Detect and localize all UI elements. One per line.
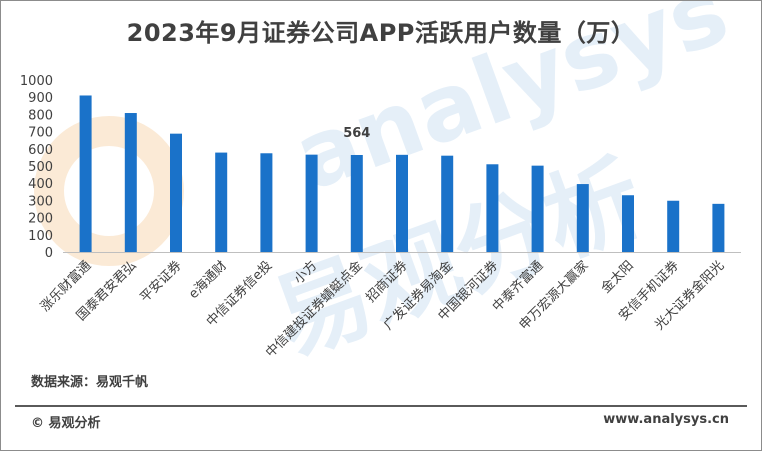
bar <box>170 133 182 252</box>
footer-url: www.analysys.cn <box>603 412 729 427</box>
y-tick-label: 800 <box>28 108 53 123</box>
bar <box>124 113 137 252</box>
bar <box>350 154 363 252</box>
bar <box>712 203 725 252</box>
footer-divider <box>15 405 747 407</box>
y-tick-label: 500 <box>28 160 53 175</box>
bar <box>305 154 318 252</box>
y-tick-label: 900 <box>28 91 53 106</box>
y-tick-label: 700 <box>28 126 53 141</box>
bar <box>576 184 589 252</box>
sun-shape <box>34 116 184 266</box>
bar <box>622 195 634 252</box>
bar <box>215 152 228 252</box>
y-tick-label: 0 <box>45 246 53 261</box>
bar <box>486 164 499 252</box>
bar <box>260 153 273 252</box>
x-tick-label: 金太阳 <box>598 258 637 297</box>
y-tick-label: 200 <box>28 212 53 227</box>
y-tick-label: 400 <box>28 177 53 192</box>
x-tick-label: e海通财 <box>186 258 230 302</box>
bar <box>531 165 544 252</box>
data-source: 数据来源：易观千帆 <box>31 375 149 390</box>
bar <box>441 155 454 252</box>
x-tick-label: 小方 <box>291 258 321 288</box>
chart-title: 2023年9月证券公司APP活跃用户数量（万） <box>126 19 636 47</box>
y-tick-label: 100 <box>28 229 53 244</box>
y-tick-label: 600 <box>28 143 53 158</box>
data-label: 564 <box>343 126 370 141</box>
y-tick-label: 1000 <box>20 74 53 89</box>
bar <box>396 154 408 252</box>
footer-brand: © 易观分析 <box>31 416 101 431</box>
bar <box>667 200 680 252</box>
y-tick-label: 300 <box>28 194 53 209</box>
bar <box>79 95 92 252</box>
x-tick-label: 平安证券 <box>137 258 185 306</box>
x-tick-label: 招商证券 <box>363 258 411 306</box>
